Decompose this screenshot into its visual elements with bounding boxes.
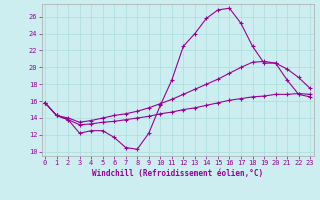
X-axis label: Windchill (Refroidissement éolien,°C): Windchill (Refroidissement éolien,°C) (92, 169, 263, 178)
